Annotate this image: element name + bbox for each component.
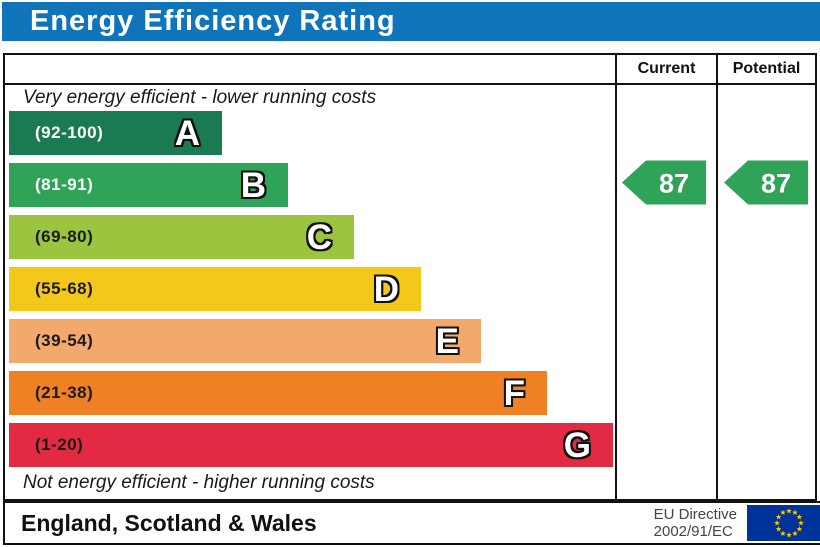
svg-text:★: ★ [786,531,793,540]
region-label: England, Scotland & Wales [21,509,317,536]
band-row-a: (92-100) A [9,111,222,155]
band-range: (92-100) [35,123,104,142]
svg-text:★: ★ [798,519,805,528]
band-letter: B [240,165,266,205]
current-rating-value: 87 [659,169,689,199]
band-row-f: (21-38) F [9,371,547,415]
caption-very-efficient: Very energy efficient - lower running co… [23,87,377,108]
column-header-current: Current [637,60,696,77]
column-divider [615,55,617,499]
title-bar: Energy Efficiency Rating [2,2,820,41]
svg-text:★: ★ [796,525,803,534]
directive-group: EU Directive 2002/91/EC ★ ★ ★ ★ ★ ★ ★ ★ ★ ★ ★ ★ [654,505,820,541]
band-range: (81-91) [35,175,94,194]
band-range: (55-68) [35,279,94,298]
footer: England, Scotland & Wales EU Directive 2… [3,501,820,545]
column-divider [716,55,718,499]
band-letter: E [435,321,459,361]
band-range: (39-54) [35,331,94,350]
band-row-e: (39-54) E [9,319,481,363]
band-letter: C [306,217,332,257]
svg-text:★: ★ [775,525,782,534]
svg-text:★: ★ [796,513,803,522]
svg-text:★: ★ [775,513,782,522]
left-arrow-icon: 87 [622,160,706,205]
rating-table: Current Potential Very energy efficient … [3,53,817,501]
band-row-c: (69-80) C [9,215,354,259]
left-arrow-icon: 87 [724,160,808,205]
current-rating-arrow: 87 [622,160,706,205]
header-divider [5,83,815,85]
potential-rating-value: 87 [761,169,791,199]
band-range: (69-80) [35,227,94,246]
svg-text:★: ★ [786,507,793,516]
band-row-b: (81-91) B [9,163,288,207]
band-letter: G [563,425,591,465]
caption-not-efficient: Not energy efficient - higher running co… [23,472,375,493]
band-letter: F [503,373,525,413]
band-letter: A [174,113,200,153]
page-title: Energy Efficiency Rating [30,5,396,37]
svg-text:★: ★ [792,508,799,517]
column-header-potential: Potential [732,60,801,77]
svg-text:★: ★ [780,508,787,517]
eu-flag-icon: ★ ★★★★★★★★★★★ [747,505,820,541]
eu-directive-label: EU Directive 2002/91/EC [653,505,737,540]
potential-rating-arrow: 87 [724,160,808,205]
band-range: (21-38) [35,383,94,402]
band-letter: D [373,269,399,309]
band-row-g: (1-20) G [9,423,613,467]
band-range: (1-20) [35,435,84,454]
svg-text:★: ★ [792,529,799,538]
svg-text:★: ★ [780,529,787,538]
band-row-d: (55-68) D [9,267,421,311]
svg-text:★: ★ [774,519,781,528]
